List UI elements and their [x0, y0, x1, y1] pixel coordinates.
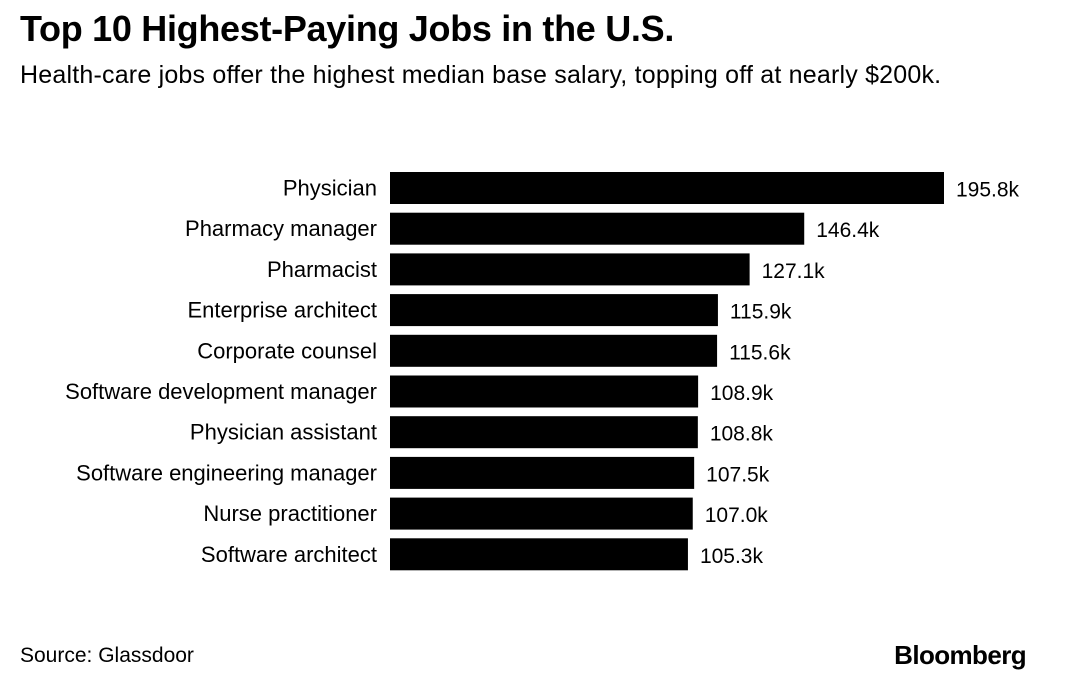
value-label: 108.9k — [710, 382, 774, 405]
chart-subtitle: Health-care jobs offer the highest media… — [20, 61, 942, 89]
value-label: 127.1k — [762, 260, 826, 283]
category-label: Software architect — [201, 542, 377, 567]
category-label: Pharmacy manager — [185, 216, 377, 241]
category-label: Enterprise architect — [187, 298, 377, 323]
bar — [390, 253, 750, 286]
value-label: 146.4k — [816, 219, 880, 242]
value-label: 115.9k — [730, 301, 792, 324]
category-label: Physician assistant — [190, 420, 377, 445]
bar — [390, 334, 718, 367]
bar — [390, 497, 693, 530]
bar — [390, 456, 695, 489]
category-label: Physician — [283, 176, 377, 201]
value-label: 105.3k — [700, 545, 764, 568]
bars-layer: Physician 195.8k Pharmacy manager 146.4k Pha… — [65, 172, 1020, 571]
value-label: 108.8k — [710, 423, 774, 446]
bloomberg-logo: Bloomberg — [894, 640, 1026, 670]
chart-title: Top 10 Highest-Paying Jobs in the U.S. — [20, 8, 675, 49]
category-label: Software development manager — [65, 379, 377, 404]
bar — [390, 172, 944, 204]
value-label: 107.0k — [705, 504, 769, 527]
bar — [390, 538, 688, 571]
bar — [390, 212, 805, 245]
category-label: Pharmacist — [267, 257, 377, 282]
bar — [390, 294, 718, 327]
category-label: Software engineering manager — [76, 460, 377, 485]
value-label: 195.8k — [956, 179, 1020, 202]
source-note: Source: Glassdoor — [20, 644, 194, 667]
category-label: Nurse practitioner — [203, 501, 377, 526]
value-label: 115.6k — [729, 341, 791, 364]
bar — [390, 375, 699, 408]
bar — [390, 416, 698, 449]
category-label: Corporate counsel — [197, 338, 377, 363]
value-label: 107.5k — [706, 463, 770, 486]
